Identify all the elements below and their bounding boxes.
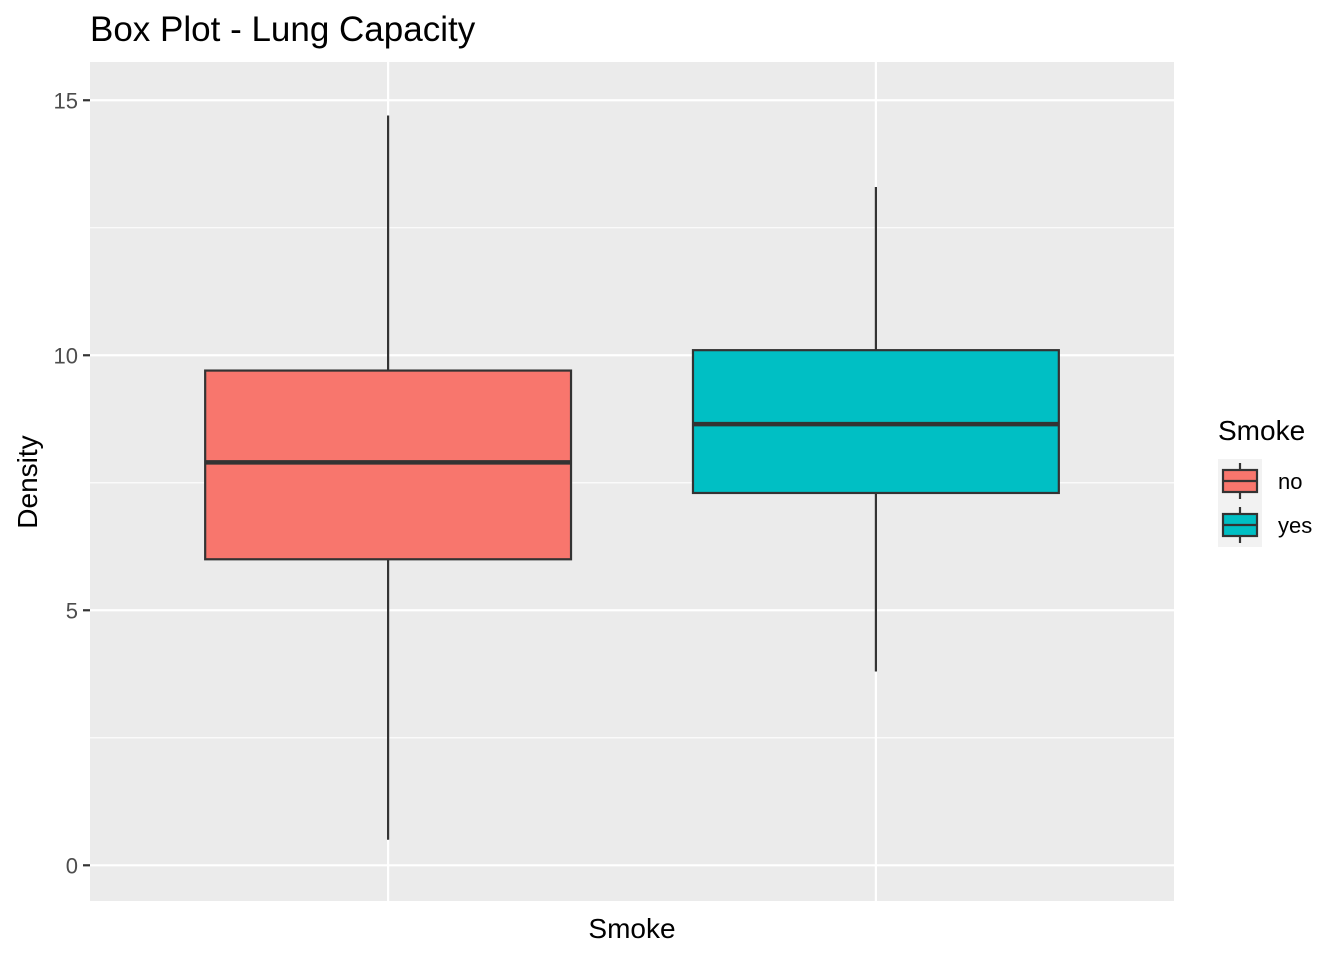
box-no [204, 369, 573, 561]
legend-title: Smoke [1218, 415, 1305, 446]
y-axis-title: Density [12, 435, 43, 528]
y-tick-label: 5 [66, 598, 78, 623]
y-tick-label: 15 [54, 88, 78, 113]
boxplot-marks [204, 115, 1060, 840]
legend-label-no: no [1278, 469, 1302, 494]
y-tick-label: 10 [54, 343, 78, 368]
legend: Smoke no yes [1218, 415, 1312, 547]
x-axis-title: Smoke [588, 913, 675, 944]
y-tick-label: 0 [66, 853, 78, 878]
legend-label-yes: yes [1278, 513, 1312, 538]
y-axis: 0 5 10 15 [54, 88, 90, 878]
chart-title: Box Plot - Lung Capacity [90, 10, 476, 49]
box-yes [691, 349, 1060, 495]
